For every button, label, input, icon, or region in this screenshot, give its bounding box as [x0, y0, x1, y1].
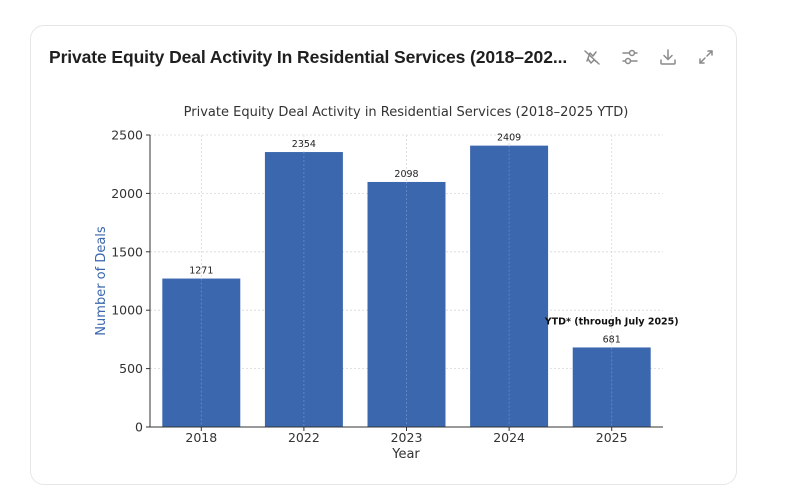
ytd-annotation: YTD* (through July 2025): [544, 316, 679, 327]
toolbar: [580, 45, 718, 69]
data-label: 681: [603, 334, 621, 345]
settings-sliders-icon: [622, 49, 638, 65]
bar-2018: [162, 278, 241, 427]
x-tick-label: 2022: [288, 430, 320, 445]
y-tick-label: 1000: [111, 303, 143, 318]
y-axis-label: Number of Deals: [94, 226, 109, 336]
y-tick-label: 0: [135, 420, 143, 435]
expand-icon: [699, 50, 713, 64]
x-tick-label: 2023: [391, 430, 423, 445]
download-button[interactable]: [656, 45, 680, 69]
disable-interactive-icon: [584, 50, 600, 65]
y-tick-label: 500: [119, 361, 143, 376]
x-tick-label: 2025: [596, 430, 628, 445]
card-header: Private Equity Deal Activity In Resident…: [49, 42, 718, 72]
y-tick-label: 2500: [111, 128, 143, 143]
data-label: 2098: [394, 169, 418, 180]
bars: 1271 2354 2098 2409 681: [162, 133, 651, 428]
bar-2024: [470, 145, 549, 428]
data-label: 2354: [292, 139, 316, 150]
disable-interactive-button[interactable]: [580, 45, 604, 69]
x-tick-label: 2018: [185, 430, 217, 445]
adjust-button[interactable]: [618, 45, 642, 69]
axes: 0 500 1000 1500 2000 2500 2018 2022 2023 2024 2025: [111, 128, 663, 445]
y-tick-label: 1500: [111, 244, 143, 259]
x-axis-label: Year: [391, 447, 420, 462]
bar-2022: [264, 152, 343, 427]
y-tick-label: 2000: [111, 186, 143, 201]
chart-title: Private Equity Deal Activity in Resident…: [184, 105, 629, 120]
download-icon: [660, 49, 676, 65]
data-label: 1271: [189, 266, 213, 277]
data-label: 2409: [497, 133, 521, 144]
bar-2025: [572, 347, 651, 427]
expand-button[interactable]: [694, 45, 718, 69]
x-tick-label: 2024: [493, 430, 525, 445]
bar-2023: [367, 181, 446, 427]
card-title: Private Equity Deal Activity In Resident…: [49, 46, 568, 67]
